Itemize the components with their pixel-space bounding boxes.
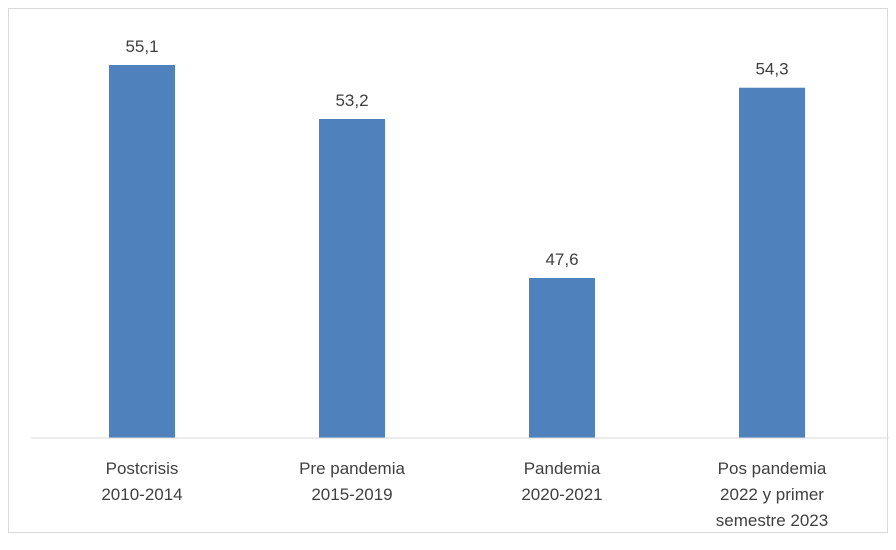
- data-labels-layer: 55,1 53,2 47,6 54,3: [125, 37, 788, 269]
- category-label: 2010-2014: [101, 485, 182, 504]
- category-label: Pre pandemia: [299, 459, 405, 478]
- chart-area: 55,1 53,2 47,6 54,3 Postcrisis 2010-2014 Pre …: [8, 8, 889, 533]
- category-label: Pandemia: [524, 459, 601, 478]
- data-label: 55,1: [125, 37, 158, 56]
- category-label: 2020-2021: [521, 485, 602, 504]
- data-label: 54,3: [755, 60, 788, 79]
- bar: [109, 65, 175, 438]
- category-label: Postcrisis: [106, 459, 179, 478]
- category-label: semestre 2023: [716, 511, 828, 530]
- data-label: 47,6: [545, 250, 578, 269]
- bar: [319, 118, 385, 439]
- category-label: Pos pandemia: [718, 459, 827, 478]
- category-labels-layer: Postcrisis 2010-2014 Pre pandemia 2015-2019…: [101, 459, 828, 530]
- category-label: 2015-2019: [311, 485, 392, 504]
- bar: [739, 87, 805, 438]
- bar: [529, 278, 595, 438]
- bars-layer: [109, 65, 805, 439]
- category-label: 2022 y primer: [720, 485, 824, 504]
- data-label: 53,2: [335, 91, 368, 110]
- bar-chart: 55,1 53,2 47,6 54,3 Postcrisis 2010-2014 Pre …: [31, 37, 889, 530]
